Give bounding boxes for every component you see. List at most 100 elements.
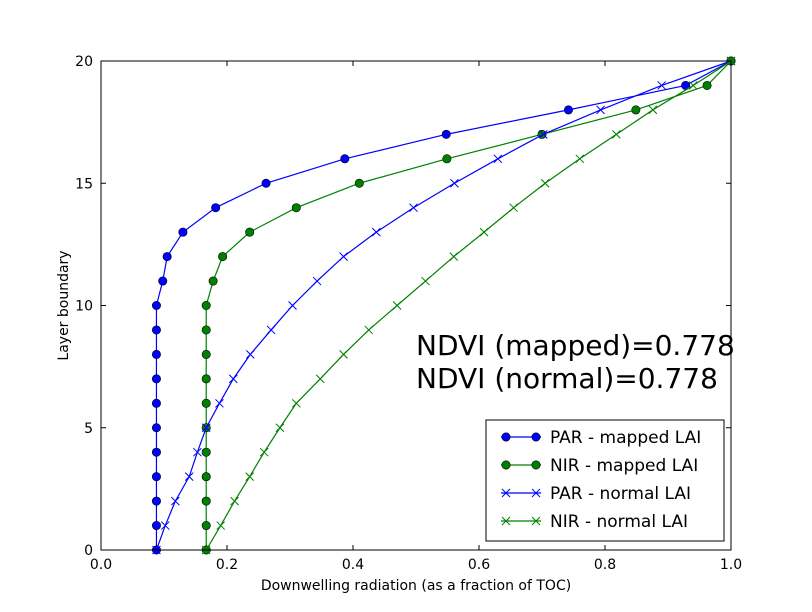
annotation-ndvi-normal: NDVI (normal)=0.778 — [416, 362, 718, 395]
annotation-ndvi-mapped: NDVI (mapped)=0.778 — [416, 329, 735, 362]
data-point — [611, 129, 621, 139]
legend-entry: PAR - normal LAI — [501, 484, 691, 504]
data-point — [371, 227, 381, 237]
data-point — [354, 178, 364, 188]
data-point — [657, 81, 667, 90]
data-point — [479, 227, 489, 237]
data-point — [151, 496, 161, 506]
y-tick-label: 15 — [75, 176, 93, 192]
data-point — [178, 227, 188, 237]
data-point — [493, 154, 503, 164]
legend-label: NIR - mapped LAI — [550, 456, 698, 476]
data-point — [339, 350, 348, 359]
data-point — [151, 349, 161, 359]
ticks-layer: 0.0 0.2 0.4 0.6 0.8 1.0 0 5 10 15 20 — [75, 54, 742, 573]
data-point — [162, 252, 172, 262]
y-tick-label: 10 — [75, 299, 93, 315]
data-point — [184, 472, 194, 482]
data-point — [339, 252, 348, 261]
data-point — [245, 350, 255, 359]
legend-marker — [531, 432, 541, 442]
legend-label: PAR - mapped LAI — [550, 428, 701, 448]
data-point — [261, 178, 271, 188]
data-point — [409, 203, 418, 213]
y-axis-label: Layer boundary — [56, 250, 72, 360]
data-point — [688, 81, 698, 90]
legend-entries: PAR - mapped LAI NIR - mapped LAI PAR - no… — [501, 428, 701, 532]
data-point — [266, 325, 276, 335]
y-tick-label: 20 — [75, 54, 93, 70]
x-axis-label: Downwelling radiation (as a fraction of … — [261, 578, 571, 594]
legend-entry: NIR - normal LAI — [501, 512, 688, 532]
x-tick-label: 0.2 — [216, 557, 238, 573]
data-point — [160, 521, 170, 530]
legend-label: NIR - normal LAI — [550, 512, 688, 532]
data-point — [563, 105, 573, 115]
data-point — [631, 105, 641, 115]
data-point — [170, 496, 180, 506]
legend-marker — [531, 516, 541, 526]
data-point — [245, 472, 255, 482]
data-point — [288, 301, 297, 310]
legend-marker — [531, 460, 541, 470]
data-point — [151, 374, 161, 384]
data-point — [201, 300, 211, 310]
data-point — [291, 398, 301, 408]
data-point — [158, 276, 168, 286]
x-tick-label: 1.0 — [720, 557, 742, 573]
data-point — [575, 154, 585, 164]
data-point — [216, 521, 226, 530]
data-point — [201, 349, 211, 359]
series-4 — [201, 56, 736, 555]
data-point — [538, 129, 548, 139]
data-point — [151, 423, 161, 433]
data-point — [441, 129, 451, 139]
data-point — [201, 325, 211, 335]
data-point — [702, 80, 712, 90]
data-point — [151, 325, 161, 335]
y-tick-label: 0 — [84, 543, 93, 559]
data-point — [364, 325, 374, 335]
data-point — [215, 398, 224, 408]
data-point — [259, 447, 269, 457]
data-point — [540, 178, 550, 188]
data-point — [392, 301, 402, 310]
data-point — [315, 374, 325, 384]
data-point — [151, 521, 161, 531]
y-tick-label: 5 — [84, 421, 93, 437]
data-point — [201, 423, 211, 433]
series-layer — [151, 56, 736, 555]
data-point — [151, 300, 161, 310]
data-point — [201, 374, 211, 384]
legend-marker — [501, 460, 511, 470]
data-point — [596, 105, 605, 115]
data-point — [291, 203, 301, 213]
data-point — [245, 227, 255, 237]
legend-label: PAR - normal LAI — [550, 484, 691, 504]
data-point — [201, 447, 211, 457]
data-point — [312, 276, 322, 286]
data-point — [151, 398, 161, 408]
data-point — [218, 252, 228, 262]
data-point — [340, 154, 350, 164]
data-point — [211, 203, 221, 213]
data-point — [509, 203, 519, 213]
data-point — [442, 154, 452, 164]
data-point — [201, 521, 211, 531]
legend-marker — [501, 488, 511, 498]
data-point — [648, 105, 658, 115]
legend-entry: NIR - mapped LAI — [501, 456, 698, 476]
legend-marker — [531, 488, 541, 498]
data-point — [230, 496, 239, 506]
data-point — [201, 496, 211, 506]
data-point — [151, 472, 161, 482]
x-tick-label: 0.6 — [468, 557, 490, 573]
series-3 — [152, 56, 736, 555]
legend: PAR - mapped LAI NIR - mapped LAI PAR - no… — [485, 419, 725, 542]
legend-entry: PAR - mapped LAI — [501, 428, 701, 448]
data-point — [201, 398, 211, 408]
data-point — [449, 252, 459, 261]
data-point — [275, 423, 285, 433]
x-tick-label: 0.8 — [594, 557, 616, 573]
